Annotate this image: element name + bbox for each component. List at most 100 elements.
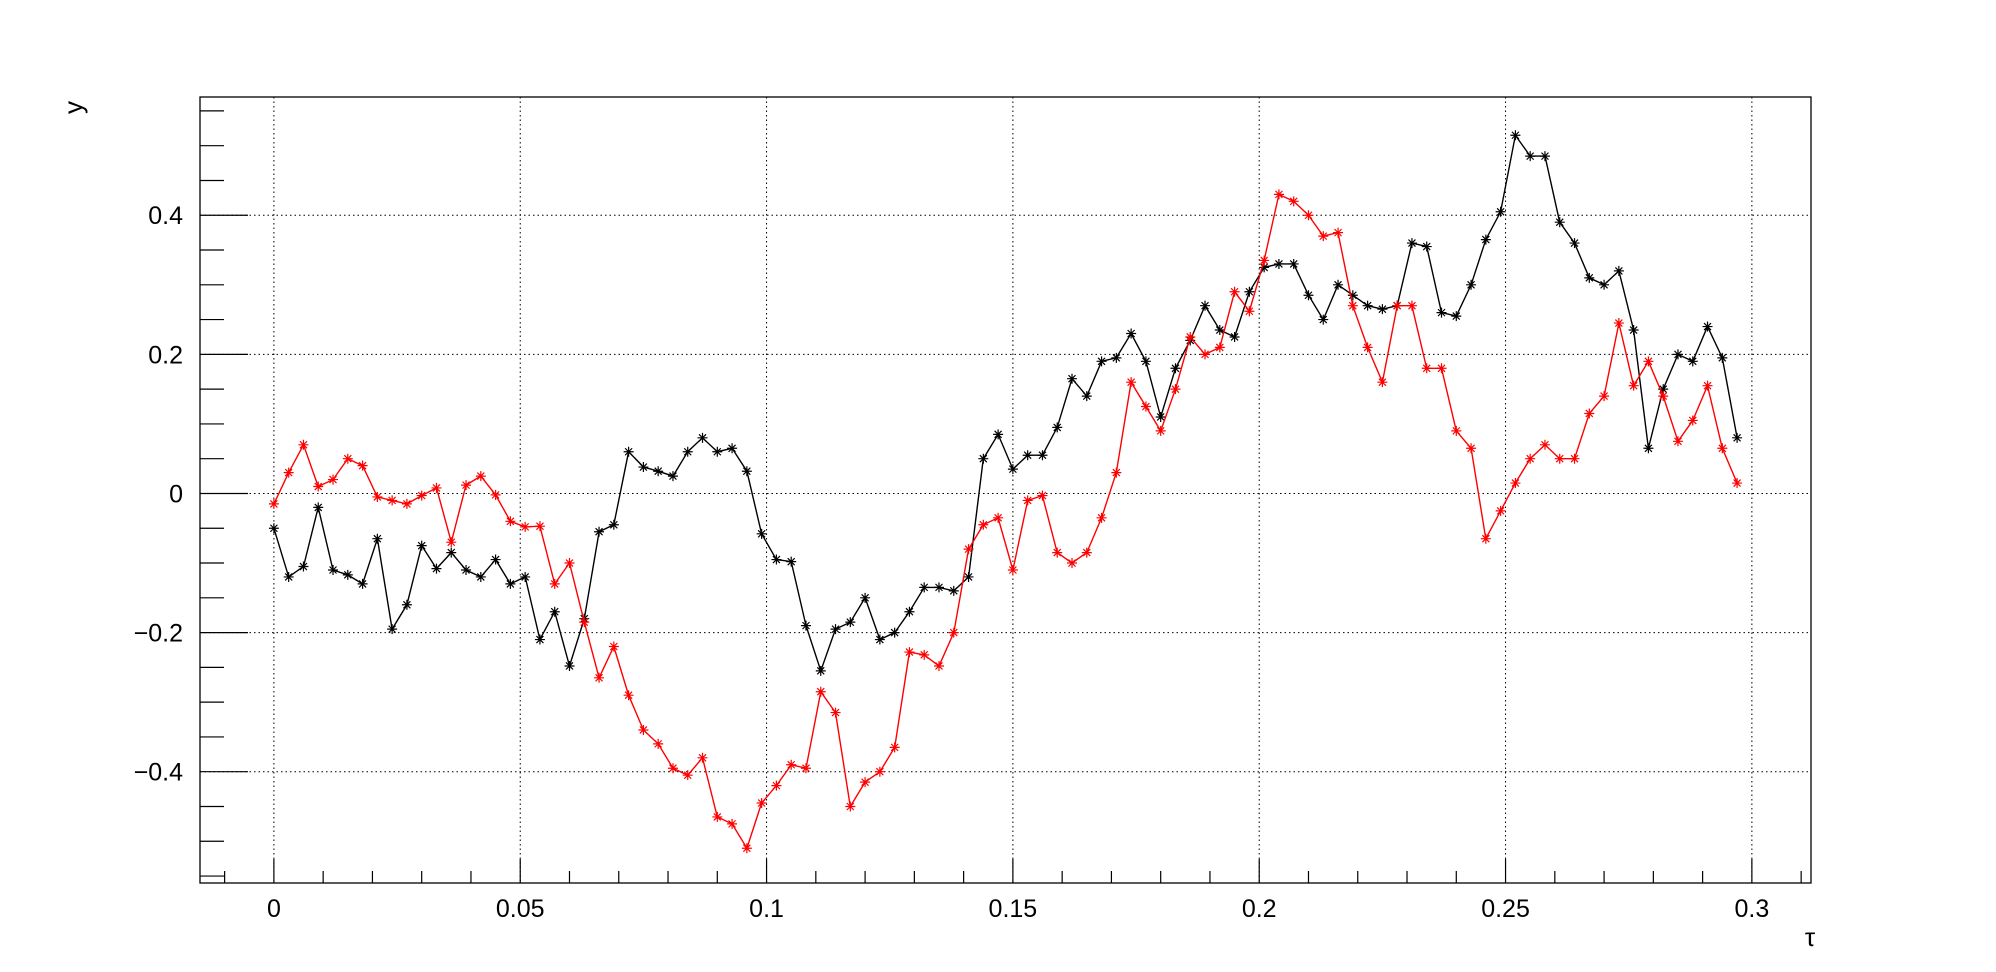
- data-point: [638, 462, 649, 473]
- data-point: [978, 519, 989, 530]
- y-tick-label: 0.4: [148, 202, 183, 230]
- data-point: [1318, 231, 1329, 242]
- data-point: [993, 429, 1004, 440]
- data-point: [919, 582, 930, 593]
- data-point: [1362, 300, 1373, 311]
- data-point: [756, 798, 767, 809]
- data-point: [727, 443, 738, 454]
- data-point: [1466, 443, 1477, 454]
- data-point: [963, 544, 974, 555]
- data-point: [1377, 377, 1388, 388]
- data-point: [889, 627, 900, 638]
- data-point: [697, 432, 708, 443]
- x-tick-label: 0.15: [989, 895, 1038, 923]
- data-point: [1155, 425, 1166, 436]
- grid: [200, 97, 1811, 883]
- data-point: [1185, 331, 1196, 342]
- data-point: [815, 665, 826, 676]
- data-point: [682, 770, 693, 781]
- data-point: [830, 624, 841, 635]
- data-point: [1495, 206, 1506, 217]
- axis-ticks: [200, 110, 1802, 883]
- data-point: [1155, 411, 1166, 422]
- data-point: [815, 686, 826, 697]
- data-point: [1599, 391, 1610, 402]
- data-point: [549, 606, 560, 617]
- data-point: [372, 533, 383, 544]
- data-point: [771, 554, 782, 565]
- series-line-2: [273, 193, 1738, 850]
- data-point: [1229, 286, 1240, 297]
- data-point: [1613, 265, 1624, 276]
- x-tick-label: 0.25: [1481, 895, 1530, 923]
- data-point: [1377, 304, 1388, 315]
- x-tick-labels: 0 0.05 0.1 0.15 0.2 0.25 0.3: [267, 895, 1769, 923]
- data-point: [1273, 258, 1284, 269]
- data-point: [1480, 234, 1491, 245]
- data-point: [1200, 300, 1211, 311]
- data-point: [357, 460, 368, 471]
- data-point: [1421, 363, 1432, 374]
- data-point: [1303, 210, 1314, 221]
- data-point: [948, 627, 959, 638]
- data-point: [786, 759, 797, 770]
- data-point: [1613, 318, 1624, 329]
- data-point: [1244, 286, 1255, 297]
- data-point: [298, 561, 309, 572]
- data-point: [549, 578, 560, 589]
- series-line-1: [273, 133, 1738, 673]
- data-point: [1052, 422, 1063, 433]
- data-point: [283, 571, 294, 582]
- data-point: [904, 647, 915, 658]
- data-point: [860, 777, 871, 788]
- data-point: [328, 474, 339, 485]
- data-point: [1554, 217, 1565, 228]
- data-point: [1421, 241, 1432, 252]
- data-point: [446, 537, 457, 548]
- data-point: [1643, 443, 1654, 454]
- data-point: [387, 624, 398, 635]
- data-point: [1007, 464, 1018, 475]
- data-point: [1200, 349, 1211, 360]
- data-point: [431, 482, 442, 493]
- data-point: [1628, 380, 1639, 391]
- data-point: [1214, 342, 1225, 353]
- data-point: [1643, 356, 1654, 367]
- data-point: [860, 592, 871, 603]
- data-point: [667, 763, 678, 774]
- y-tick-labels: −0.4 −0.2 0 0.2 0.4: [134, 202, 183, 786]
- x-tick-label: 0: [267, 895, 281, 923]
- data-point: [1333, 279, 1344, 290]
- data-point: [1480, 533, 1491, 544]
- data-point: [1259, 262, 1270, 273]
- data-point: [1111, 352, 1122, 363]
- data-point: [313, 502, 324, 513]
- x-tick-label: 0.05: [496, 895, 545, 923]
- plot-frame: [199, 96, 1812, 884]
- y-tick-label: −0.2: [134, 620, 183, 648]
- data-point: [638, 724, 649, 735]
- data-point: [1140, 356, 1151, 367]
- data-point: [416, 490, 427, 501]
- data-point: [490, 489, 501, 500]
- data-point: [1406, 238, 1417, 249]
- data-point: [1288, 258, 1299, 269]
- data-point: [1170, 363, 1181, 374]
- data-point: [623, 690, 634, 701]
- data-point: [1022, 450, 1033, 461]
- data-point: [1333, 227, 1344, 238]
- data-point: [520, 571, 531, 582]
- data-point: [1126, 377, 1137, 388]
- series-group: [268, 130, 1743, 854]
- data-point: [1052, 547, 1063, 558]
- data-point: [1584, 272, 1595, 283]
- data-point: [416, 540, 427, 551]
- data-point: [372, 491, 383, 502]
- data-point: [1702, 321, 1713, 332]
- data-point: [1510, 130, 1521, 141]
- data-point: [1584, 408, 1595, 419]
- data-point: [564, 558, 575, 569]
- data-point: [461, 480, 472, 491]
- data-point: [1081, 391, 1092, 402]
